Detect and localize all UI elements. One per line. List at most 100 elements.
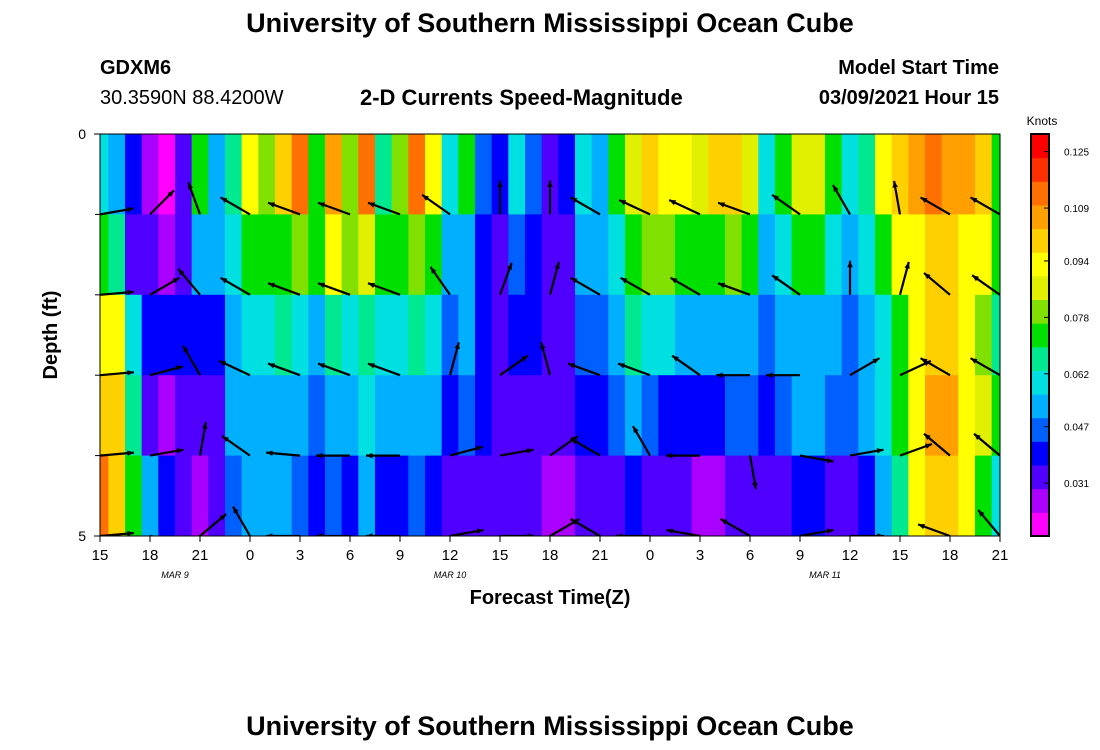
current-vector: [150, 534, 157, 536]
heatmap-cell: [558, 455, 576, 536]
heatmap-cell: [100, 375, 109, 457]
heatmap-cell: [541, 455, 559, 536]
heatmap-cell: [125, 455, 143, 536]
heatmap-cell: [741, 214, 759, 296]
vector-head: [266, 533, 273, 536]
heatmap-cell: [825, 134, 843, 215]
heatmap-cell: [408, 134, 426, 215]
heatmap-cell: [225, 134, 243, 215]
heatmap-cell: [725, 214, 743, 296]
heatmap-cell: [825, 375, 843, 457]
current-vector: [899, 442, 933, 457]
heatmap-cell: [241, 294, 259, 376]
current-vector: [449, 445, 484, 457]
heatmap-cell: [1058, 134, 1075, 215]
heatmap-cell: [391, 375, 409, 457]
heatmap-cell: [100, 134, 109, 215]
heatmap-cell: [491, 375, 509, 457]
heatmap-cell: [841, 214, 859, 296]
vector-head: [175, 365, 183, 371]
x-tick-label: 15: [492, 547, 509, 564]
current-vector: [220, 276, 251, 296]
heatmap-cell: [325, 134, 343, 215]
x-date-label: MAR 9: [161, 570, 189, 580]
heatmap-cell: [575, 214, 593, 296]
colorbar-tick-label: 0.078: [1064, 313, 1089, 324]
chart-title-top: University of Southern Mississippi Ocean…: [246, 8, 854, 38]
heatmap-cell: [791, 214, 809, 296]
colorbar-segment: [1031, 204, 1049, 230]
vector-head: [923, 433, 931, 440]
colorbar-segment: [1031, 252, 1049, 277]
heatmap-cell: [741, 375, 759, 457]
heatmap-cell: [575, 375, 593, 457]
heatmap-cell: [941, 375, 959, 457]
heatmap-cell: [1075, 456, 1092, 537]
heatmap-cell: [608, 455, 626, 536]
heatmap-cell: [391, 134, 409, 215]
heatmap-cell: [191, 134, 209, 215]
vector-head: [978, 509, 985, 517]
vector-head: [176, 448, 184, 454]
current-vector: [970, 196, 1000, 216]
vector-head: [527, 533, 534, 536]
heatmap-cell: [191, 214, 209, 296]
heatmap-cell: [258, 294, 276, 376]
heatmap-cell: [975, 134, 993, 215]
heatmap-cell: [241, 455, 259, 536]
heatmap-cell: [358, 294, 376, 376]
heatmap-cell: [908, 455, 926, 536]
heatmap-cell: [325, 455, 343, 536]
heatmap-cell: [691, 375, 709, 457]
vector-head: [972, 275, 979, 282]
x-tick-label: 0: [646, 547, 654, 564]
current-vector: [100, 450, 134, 457]
heatmap-cell: [491, 294, 509, 376]
colorbar-tick-label: 0.094: [1064, 257, 1089, 268]
heatmap-cell: [791, 134, 809, 215]
heatmap-cell: [341, 134, 359, 215]
vector-head: [872, 358, 880, 364]
heatmap-cell: [925, 214, 943, 296]
heatmap-cell: [608, 134, 626, 215]
heatmap-cell: [708, 375, 726, 457]
heatmap-cell: [275, 134, 293, 215]
colorbar-segment: [1031, 488, 1049, 513]
heatmap-cell: [308, 294, 326, 376]
heatmap-cell: [491, 455, 509, 536]
current-vector: [567, 362, 601, 377]
colorbar-segment: [1031, 275, 1049, 301]
current-vector: [187, 182, 202, 215]
heatmap-cell: [391, 214, 409, 296]
heatmap-cell: [375, 375, 393, 457]
heatmap-cell: [100, 294, 109, 376]
vector-head: [268, 282, 276, 288]
vector-head: [618, 363, 626, 369]
vector-head: [127, 370, 134, 376]
heatmap-cell: [558, 294, 576, 376]
heatmap-cell: [358, 134, 376, 215]
current-vector: [182, 345, 201, 376]
vector-head: [904, 261, 910, 269]
heatmap-cell: [141, 294, 159, 376]
heatmap-cell: [208, 134, 226, 215]
x-tick-label: 21: [992, 547, 1009, 564]
colorbar-segment: [1031, 299, 1049, 324]
current-vector: [898, 261, 910, 296]
heatmap-cell: [225, 294, 243, 376]
vector-head: [368, 202, 376, 208]
heatmap-cell: [475, 375, 493, 457]
heatmap-cell: [975, 294, 993, 376]
heatmap-cell: [641, 214, 659, 296]
x-tick-label: 9: [396, 547, 404, 564]
x-axis-label: Forecast Time(Z): [470, 587, 631, 609]
current-vector: [799, 528, 834, 536]
heatmap-cell: [525, 375, 543, 457]
heatmap-cell: [791, 294, 809, 376]
heatmap-cell: [525, 214, 543, 296]
heatmap-cell: [258, 375, 276, 457]
heatmap-cell: [1058, 214, 1075, 295]
heatmap-cell: [691, 455, 709, 536]
heatmap-cell: [658, 294, 676, 376]
colorbar-tick-label: 0.031: [1064, 479, 1089, 490]
